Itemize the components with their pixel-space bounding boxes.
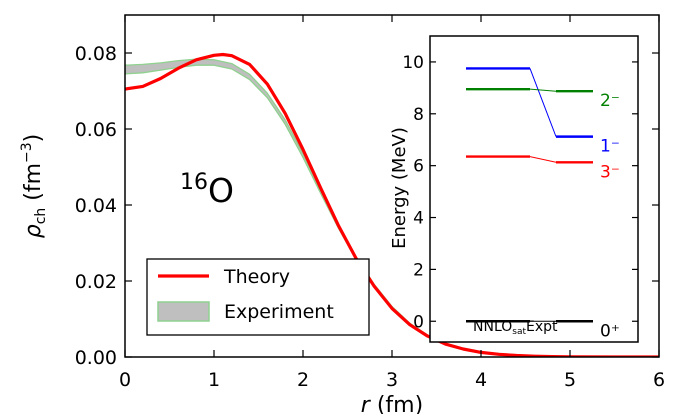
- x-axis-label: r (fm): [361, 393, 423, 414]
- y-axis-unit-open: (fm: [21, 163, 46, 201]
- inset-column-labels: NNLOsatExpt: [473, 319, 558, 337]
- level-connector: [529, 88, 557, 92]
- legend-frame: [146, 258, 370, 336]
- y-tick-label: 0.04: [75, 195, 117, 217]
- element-symbol: O: [208, 171, 234, 210]
- nucleus-label: 16O: [180, 170, 234, 210]
- y-axis-label: ρch (fm−3): [19, 134, 49, 239]
- legend-theory-label: Theory: [223, 266, 290, 288]
- inset-y-tick-label: 6: [413, 157, 424, 177]
- inset-column-expt: Expt: [526, 319, 558, 335]
- x-tick-label: 3: [386, 369, 398, 391]
- inset-y-tick-label: 2: [413, 260, 424, 280]
- legend: Theory Experiment: [146, 258, 370, 336]
- inset-y-tick-label: 10: [402, 53, 424, 73]
- x-axis-unit: (fm): [377, 393, 423, 414]
- inset-y-axis-label: Energy (MeV): [389, 127, 410, 249]
- level-connector: [529, 68, 557, 137]
- y-axis-var: ρ: [21, 224, 46, 238]
- inset-chart: 0⁺ 3⁻ 1⁻ 2⁻ 0 2 4 6 8 10 Energy (MeV) NNLOsatExp…: [389, 35, 639, 343]
- x-tick-label: 1: [208, 369, 220, 391]
- inset-axis-ticks: 0 2 4 6 8 10: [402, 53, 638, 332]
- inset-y-tick-label: 0: [413, 312, 424, 332]
- mass-number: 16: [180, 170, 208, 195]
- level-label: 1⁻: [600, 137, 620, 157]
- level-label: 2⁻: [600, 91, 620, 111]
- y-tick-label: 0.06: [75, 119, 117, 141]
- inset-y-tick-label: 8: [413, 105, 424, 125]
- y-axis-unit-exp: −3: [19, 142, 35, 163]
- y-axis-sub: ch: [33, 208, 49, 225]
- x-tick-label: 4: [475, 369, 487, 391]
- inset-column-theory: NNLO: [473, 319, 512, 335]
- x-tick-label: 0: [119, 369, 131, 391]
- legend-experiment-label: Experiment: [224, 301, 334, 323]
- inset-y-tick-label: 4: [413, 209, 424, 229]
- main-axis-ticks: 0 1 2 3 4 5 6 0.00 0.02 0.04 0.06 0.08: [75, 15, 665, 391]
- y-tick-label: 0.02: [75, 271, 117, 293]
- inset-frame: [429, 35, 639, 343]
- x-tick-label: 5: [564, 369, 576, 391]
- level-label: 0⁺: [600, 321, 620, 341]
- x-tick-label: 6: [653, 369, 665, 391]
- inset-background: [430, 36, 638, 342]
- inset-column-theory-sub: sat: [512, 327, 526, 337]
- x-tick-label: 2: [297, 369, 309, 391]
- inset-levels: 0⁺ 3⁻ 1⁻ 2⁻: [466, 67, 620, 341]
- y-tick-label: 0.08: [75, 43, 117, 65]
- y-tick-label: 0.00: [75, 347, 117, 369]
- level-label: 3⁻: [600, 162, 620, 182]
- legend-experiment-swatch: [157, 301, 210, 322]
- level-connector: [529, 156, 557, 163]
- x-axis-var: r: [361, 393, 372, 414]
- y-axis-unit-close: ): [21, 134, 46, 143]
